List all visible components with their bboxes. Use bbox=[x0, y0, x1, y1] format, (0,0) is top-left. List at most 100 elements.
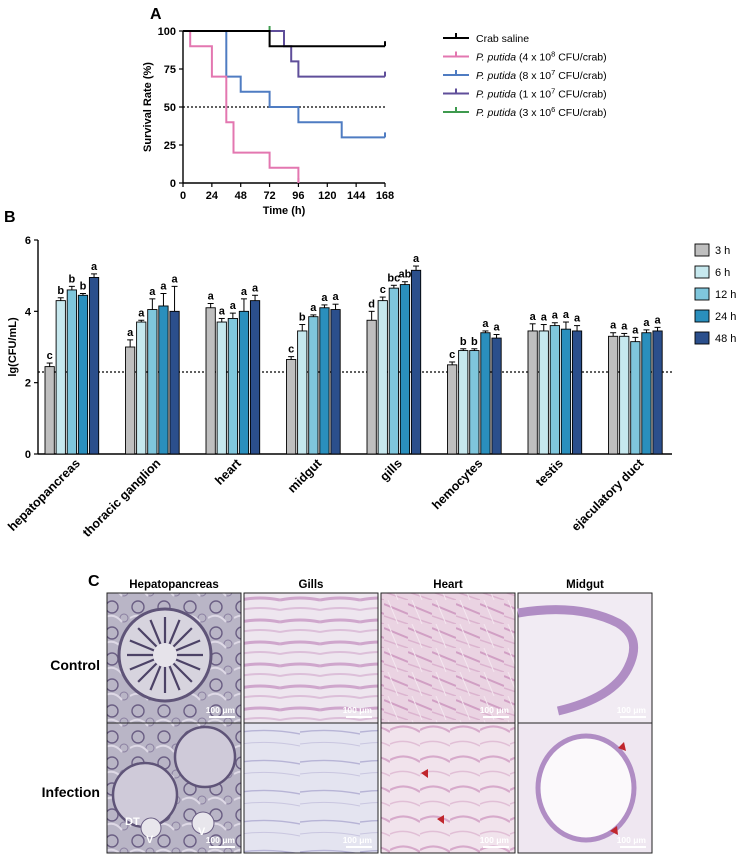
scale-bar-label: 100 μm bbox=[480, 705, 510, 715]
y-tick-label: 4 bbox=[25, 306, 32, 318]
bar bbox=[549, 325, 560, 455]
legend-entry: P. putida (8 x 107 CFU/crab) bbox=[476, 68, 607, 82]
category-label: midgut bbox=[285, 456, 325, 496]
significance-letter: c bbox=[47, 350, 53, 362]
significance-letter: a bbox=[91, 261, 98, 273]
scale-bar-label: 100 μm bbox=[617, 705, 647, 715]
significance-letter: a bbox=[310, 302, 317, 314]
legend-entry: 12 h bbox=[715, 289, 736, 301]
legend-swatch bbox=[694, 287, 710, 301]
significance-letter: a bbox=[321, 292, 328, 304]
significance-letter: a bbox=[530, 311, 537, 323]
arrowhead-icon bbox=[421, 769, 428, 778]
x-tick-label: 96 bbox=[292, 190, 304, 202]
histology-row-label: Infection bbox=[42, 784, 100, 800]
x-tick-label: 48 bbox=[235, 190, 247, 202]
x-tick-label: 24 bbox=[206, 190, 219, 202]
significance-letter: a bbox=[552, 310, 559, 322]
significance-letter: a bbox=[574, 313, 581, 325]
significance-letter: a bbox=[643, 317, 650, 329]
category-label: hemocytes bbox=[429, 456, 485, 512]
category-label: ejaculatory duct bbox=[569, 456, 647, 534]
significance-letter: a bbox=[208, 290, 215, 302]
significance-letter: b bbox=[299, 312, 306, 324]
bar bbox=[297, 330, 308, 455]
bar bbox=[399, 284, 411, 455]
x-tick-label: 168 bbox=[376, 190, 394, 202]
bar bbox=[319, 307, 330, 455]
significance-letter: a bbox=[252, 282, 259, 294]
bar bbox=[469, 350, 480, 455]
histology-image: 100 μm bbox=[517, 722, 653, 854]
significance-letter: a bbox=[632, 324, 639, 336]
significance-letter: b bbox=[471, 336, 478, 348]
significance-letter: bc bbox=[387, 272, 400, 284]
y-tick-label: 25 bbox=[164, 140, 176, 152]
bar bbox=[125, 346, 136, 455]
x-tick-label: 120 bbox=[318, 190, 336, 202]
histology-column-title: Midgut bbox=[566, 579, 604, 591]
survival-series-line bbox=[183, 30, 385, 139]
significance-letter: c bbox=[449, 349, 455, 361]
histology-image: 100 μm bbox=[380, 592, 516, 724]
significance-letter: a bbox=[160, 281, 167, 293]
significance-letter: a bbox=[541, 312, 548, 324]
legend-entry: 48 h bbox=[715, 333, 736, 345]
bar bbox=[136, 321, 147, 455]
histology-image: 100 μm bbox=[243, 722, 379, 854]
histology-image: 100 μm bbox=[517, 592, 653, 724]
bar bbox=[641, 332, 652, 455]
significance-letter: a bbox=[563, 309, 570, 321]
arrowhead-icon bbox=[618, 742, 626, 751]
x-tick-label: 0 bbox=[180, 190, 186, 202]
y-tick-label: 75 bbox=[164, 64, 176, 76]
x-tick-label: 72 bbox=[263, 190, 275, 202]
significance-letter: c bbox=[380, 284, 386, 296]
x-axis-label: Time (h) bbox=[263, 205, 306, 217]
bar bbox=[619, 335, 630, 455]
legend-entry: Crab saline bbox=[476, 33, 529, 45]
histology-column-title: Heart bbox=[433, 579, 463, 591]
histology-column-title: Gills bbox=[299, 579, 324, 591]
annotation-v: V bbox=[198, 826, 206, 838]
y-tick-label: 6 bbox=[25, 235, 31, 247]
survival-chart: A 0 25 50 75 100 0 24 48 72 96 120 144 168 Time (h) Sur… bbox=[142, 6, 607, 217]
scale-bar-label: 100 μm bbox=[206, 835, 236, 845]
legend-entry: 6 h bbox=[715, 267, 730, 279]
bar bbox=[249, 300, 261, 455]
legend-entry: 24 h bbox=[715, 311, 736, 323]
survival-series-line bbox=[183, 30, 385, 78]
panel-label-b: B bbox=[4, 209, 16, 226]
legend-swatch bbox=[694, 331, 710, 345]
bar bbox=[77, 294, 89, 455]
bar bbox=[205, 307, 216, 455]
scale-bar-label: 100 μm bbox=[480, 835, 510, 845]
arrowhead-icon bbox=[437, 815, 444, 824]
bar bbox=[388, 287, 399, 455]
bar bbox=[66, 289, 77, 455]
annotation-dt: DT bbox=[125, 816, 140, 828]
significance-letter: b bbox=[80, 281, 87, 293]
histology-image: 100 μm bbox=[106, 592, 242, 724]
scale-bar-label: 100 μm bbox=[617, 835, 647, 845]
significance-letter: a bbox=[138, 307, 145, 319]
bar bbox=[458, 350, 469, 455]
histology-row-label: Control bbox=[50, 657, 100, 673]
bar bbox=[560, 328, 572, 455]
significance-letter: a bbox=[127, 327, 134, 339]
bar bbox=[527, 330, 538, 455]
y-tick-label: 0 bbox=[25, 449, 31, 461]
bar bbox=[158, 305, 169, 455]
bar bbox=[491, 337, 502, 455]
bar bbox=[330, 309, 341, 455]
histology-image: 100 μm bbox=[243, 592, 379, 724]
significance-letter: a bbox=[482, 318, 489, 330]
significance-letter: ab bbox=[399, 269, 412, 281]
bar bbox=[608, 335, 619, 455]
x-tick-label: 144 bbox=[347, 190, 366, 202]
significance-letter: b bbox=[460, 336, 467, 348]
significance-letter: a bbox=[332, 291, 339, 303]
significance-letter: b bbox=[57, 285, 64, 297]
significance-letter: b bbox=[68, 273, 75, 285]
legend-entry: P. putida (1 x 107 CFU/crab) bbox=[476, 87, 607, 101]
